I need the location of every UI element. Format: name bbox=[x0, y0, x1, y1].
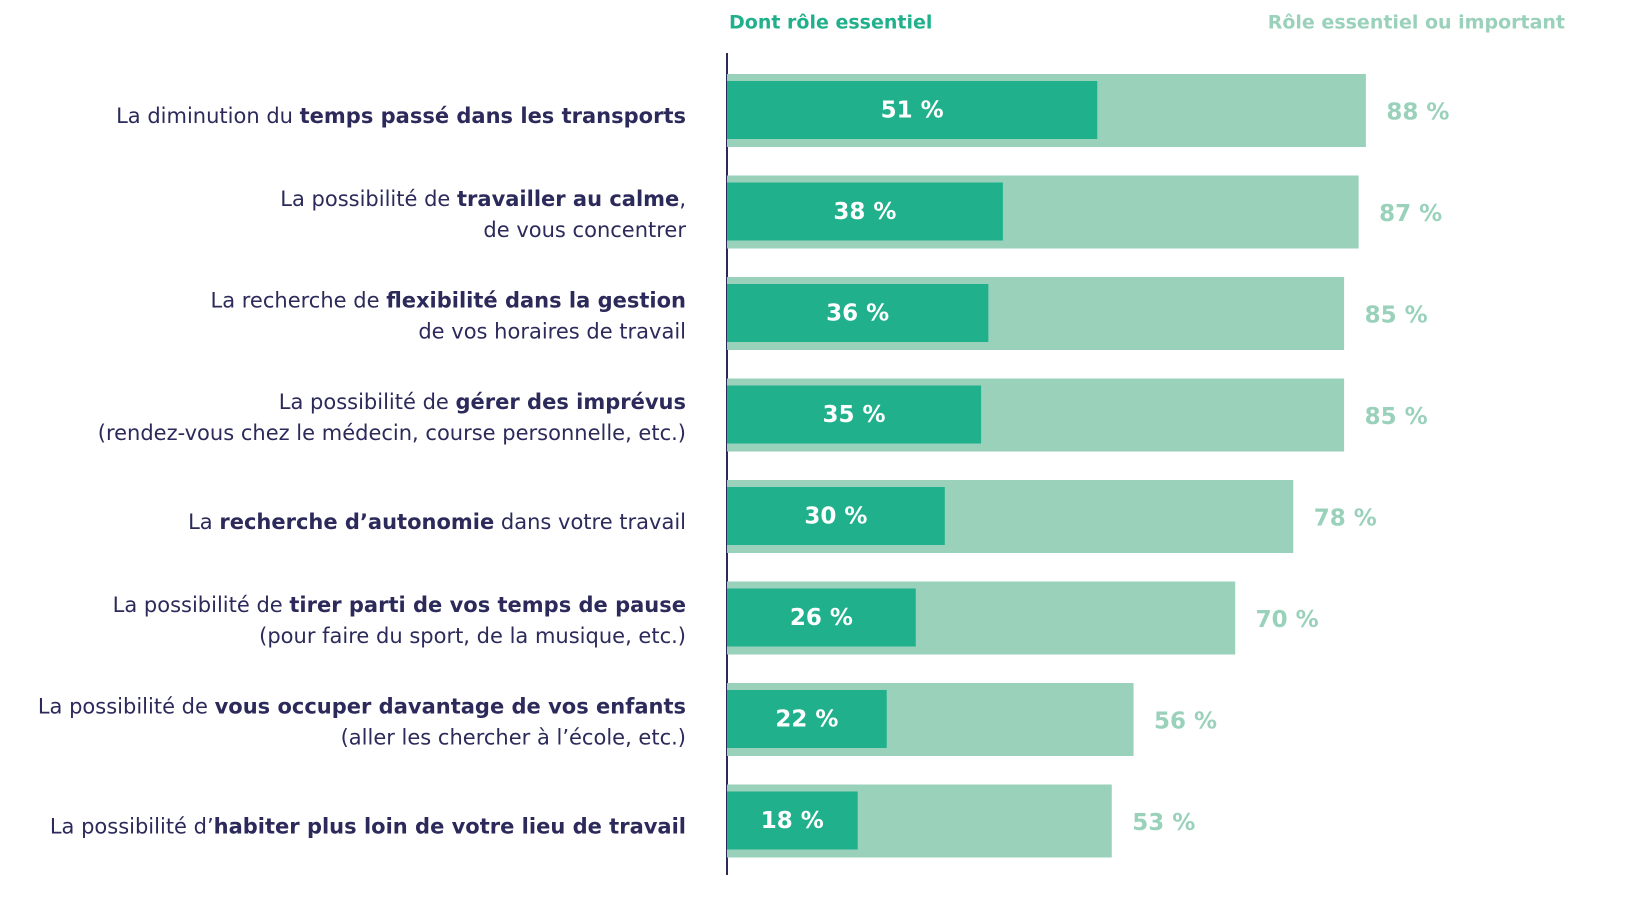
label-part: , bbox=[679, 187, 686, 211]
bar bbox=[727, 487, 945, 545]
label-part: La possibilité de bbox=[280, 187, 457, 211]
bar bbox=[727, 690, 887, 748]
category-label: La possibilité d’habiter plus loin de vo… bbox=[50, 815, 686, 839]
category-label: La possibilité de vous occuper davantage… bbox=[38, 695, 686, 719]
category-label: La diminution du temps passé dans les tr… bbox=[116, 104, 686, 128]
bar bbox=[727, 588, 916, 647]
label-part: de vous concentrer bbox=[483, 218, 686, 242]
value-label: 88 % bbox=[1386, 100, 1449, 126]
category-label: (pour faire du sport, de la musique, etc… bbox=[259, 624, 686, 648]
value-label: 22 % bbox=[775, 707, 838, 733]
category-label: de vos horaires de travail bbox=[418, 320, 686, 344]
label-part: flexibilité dans la gestion bbox=[386, 289, 686, 313]
bar bbox=[727, 284, 989, 342]
label-part: temps passé dans les transports bbox=[300, 104, 686, 128]
category-label: de vous concentrer bbox=[483, 218, 686, 242]
value-label: 38 % bbox=[833, 199, 896, 225]
category-label: La possibilité de travailler au calme, bbox=[280, 187, 686, 211]
value-label: 53 % bbox=[1132, 810, 1195, 836]
label-part: travailler au calme bbox=[457, 187, 679, 211]
label-part: dans votre travail bbox=[494, 510, 686, 534]
value-label: 78 % bbox=[1314, 506, 1377, 532]
label-part: tirer parti de vos temps de pause bbox=[289, 593, 686, 617]
label-part: La possibilité de bbox=[279, 390, 456, 414]
label-part: La possibilité d’ bbox=[50, 815, 214, 839]
label-part: La possibilité de bbox=[38, 695, 215, 719]
bar bbox=[727, 791, 858, 850]
value-label: 35 % bbox=[823, 402, 886, 428]
value-label: 30 % bbox=[804, 504, 867, 530]
bar bbox=[727, 385, 982, 444]
value-label: 51 % bbox=[881, 98, 944, 124]
label-part: (aller les chercher à l’école, etc.) bbox=[341, 726, 686, 750]
legend-label: Rôle essentiel ou important bbox=[1268, 12, 1565, 34]
category-label: La recherche d’autonomie dans votre trav… bbox=[188, 510, 686, 534]
label-part: de vos horaires de travail bbox=[418, 320, 686, 344]
category-label: La possibilité de tirer parti de vos tem… bbox=[113, 593, 686, 617]
legend-label: Dont rôle essentiel bbox=[729, 12, 932, 34]
label-part: La bbox=[188, 510, 219, 534]
bar bbox=[727, 81, 1098, 139]
label-part: habiter plus loin de votre lieu de trava… bbox=[214, 815, 686, 839]
value-label: 70 % bbox=[1256, 607, 1319, 633]
label-part: La recherche de bbox=[211, 289, 387, 313]
label-part: recherche d’autonomie bbox=[219, 510, 494, 534]
label-part: (pour faire du sport, de la musique, etc… bbox=[259, 624, 686, 648]
label-part: gérer des imprévus bbox=[456, 390, 686, 414]
label-part: vous occuper davantage de vos enfants bbox=[215, 695, 686, 719]
bar bbox=[727, 182, 1003, 241]
label-part: La diminution du bbox=[116, 104, 300, 128]
label-part: (rendez-vous chez le médecin, course per… bbox=[98, 421, 686, 445]
category-label: La recherche de flexibilité dans la gest… bbox=[211, 289, 686, 313]
value-label: 26 % bbox=[790, 605, 853, 631]
value-label: 56 % bbox=[1154, 709, 1217, 735]
value-label: 85 % bbox=[1365, 303, 1428, 329]
value-label: 85 % bbox=[1365, 404, 1428, 430]
category-label: (aller les chercher à l’école, etc.) bbox=[341, 726, 686, 750]
value-label: 36 % bbox=[826, 301, 889, 327]
category-label: (rendez-vous chez le médecin, course per… bbox=[98, 421, 686, 445]
category-label: La possibilité de gérer des imprévus bbox=[279, 390, 686, 414]
value-label: 18 % bbox=[761, 808, 824, 834]
value-label: 87 % bbox=[1379, 201, 1442, 227]
label-part: La possibilité de bbox=[113, 593, 290, 617]
